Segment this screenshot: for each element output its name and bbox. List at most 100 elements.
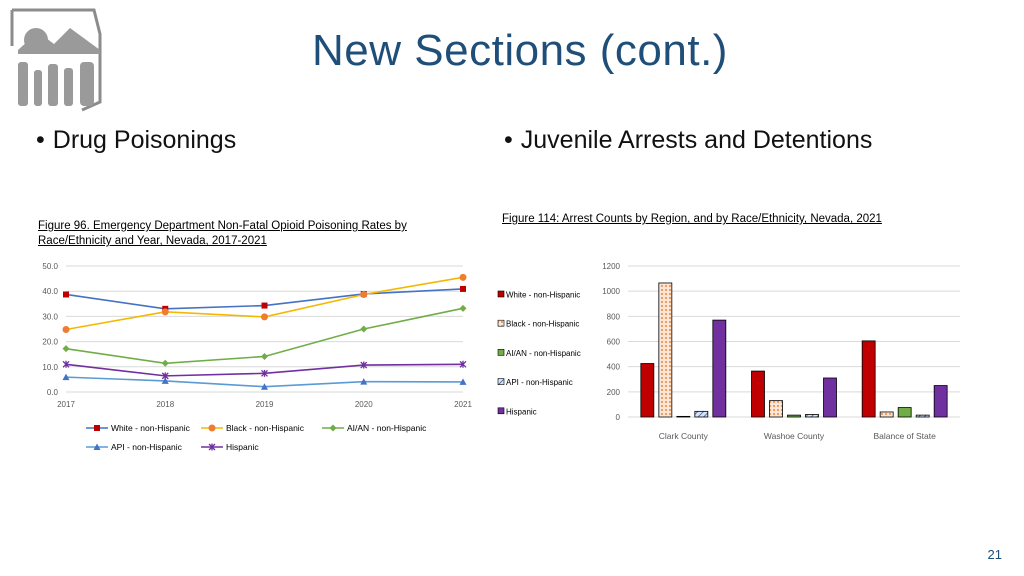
line-y-tick-label: 50.0 bbox=[42, 262, 58, 271]
bullet-drug-poisonings: • Drug Poisonings bbox=[36, 126, 236, 155]
line-point bbox=[360, 325, 368, 333]
line-x-tick-label: 2021 bbox=[454, 400, 472, 409]
bar bbox=[823, 377, 837, 418]
bar-legend-entry: White - non-Hispanic bbox=[497, 290, 580, 300]
bullet-label: Drug Poisonings bbox=[52, 126, 237, 154]
line-point bbox=[93, 443, 101, 450]
line-point bbox=[261, 369, 268, 377]
line-point bbox=[161, 372, 169, 380]
bar-y-tick-label: 0 bbox=[616, 413, 621, 422]
line-x-tick-label: 2018 bbox=[156, 400, 174, 409]
page-title: New Sections (cont.) bbox=[312, 26, 728, 75]
line-x-tick-label: 2019 bbox=[256, 400, 274, 409]
bar bbox=[897, 407, 912, 418]
bar bbox=[658, 282, 673, 418]
line-series-hispanic bbox=[62, 360, 467, 380]
line-point bbox=[62, 360, 70, 368]
legend-swatch bbox=[497, 349, 505, 356]
line-series-ai-an-non-hispanic bbox=[62, 304, 467, 367]
line-legend-entry: White - non-Hispanic bbox=[86, 423, 191, 433]
line-point bbox=[62, 373, 70, 381]
bullet-dot: • bbox=[504, 126, 513, 154]
line-point bbox=[161, 308, 169, 316]
line-point bbox=[261, 313, 268, 321]
line-point bbox=[94, 425, 100, 431]
bar bbox=[640, 363, 655, 418]
line-x-tick-label: 2017 bbox=[57, 400, 75, 409]
line-legend-label: API - non-Hispanic bbox=[111, 442, 183, 452]
bar bbox=[676, 415, 691, 418]
dhhs-logo bbox=[10, 8, 102, 112]
bar-y-tick-label: 1200 bbox=[602, 262, 620, 271]
line-y-tick-label: 10.0 bbox=[42, 363, 58, 372]
bar bbox=[805, 414, 819, 418]
bar-y-tick-label: 200 bbox=[607, 388, 621, 397]
bullet-juvenile-arrests: • Juvenile Arrests and Detentions bbox=[504, 126, 872, 155]
line-point bbox=[261, 383, 268, 390]
line-x-tick-label: 2020 bbox=[355, 400, 373, 409]
bar bbox=[861, 340, 876, 418]
line-point bbox=[360, 361, 368, 369]
bar bbox=[933, 385, 948, 418]
bar-legend-entry: Hispanic bbox=[497, 407, 537, 416]
line-legend-entry: Black - non-Hispanic bbox=[201, 423, 305, 433]
legend-swatch bbox=[497, 407, 505, 415]
line-legend-label: White - non-Hispanic bbox=[111, 423, 191, 433]
line-point bbox=[208, 424, 216, 432]
line-point bbox=[360, 290, 368, 298]
bar-y-tick-label: 600 bbox=[607, 338, 621, 347]
line-legend-entry: AI/AN - non-Hispanic bbox=[322, 423, 427, 433]
bar-legend-label: Hispanic bbox=[506, 407, 537, 416]
bar-legend-label: API - non-Hispanic bbox=[506, 378, 573, 387]
bar bbox=[787, 414, 801, 418]
line-y-tick-label: 20.0 bbox=[42, 338, 58, 347]
bar-legend-entry: Black - non-Hispanic bbox=[497, 320, 579, 329]
bullet-dot: • bbox=[36, 126, 45, 154]
line-point bbox=[62, 326, 70, 334]
line-y-tick-label: 40.0 bbox=[42, 287, 58, 296]
line-point bbox=[459, 360, 467, 368]
line-legend-entry: API - non-Hispanic bbox=[86, 442, 183, 452]
line-point bbox=[459, 273, 467, 281]
line-point bbox=[261, 302, 268, 309]
line-point bbox=[161, 359, 169, 367]
bar bbox=[769, 400, 783, 418]
line-point bbox=[329, 424, 337, 432]
line-point bbox=[459, 378, 467, 385]
line-point bbox=[460, 285, 466, 292]
line-point bbox=[161, 377, 169, 384]
bar bbox=[694, 410, 709, 418]
line-point bbox=[360, 378, 368, 385]
bar-legend-entry: AI/AN - non-Hispanic bbox=[497, 349, 581, 358]
line-legend-entry: Hispanic bbox=[201, 442, 259, 452]
bar-y-tick-label: 1000 bbox=[602, 287, 620, 296]
figure-96-title: Figure 96. Emergency Department Non-Fata… bbox=[38, 220, 407, 247]
bar-x-tick-label: Balance of State bbox=[873, 431, 936, 441]
line-point bbox=[261, 352, 268, 360]
line-point bbox=[208, 443, 216, 451]
bar-y-tick-label: 800 bbox=[607, 312, 621, 321]
bar-x-tick-label: Washoe County bbox=[764, 431, 825, 441]
bar bbox=[879, 411, 894, 418]
line-point bbox=[63, 291, 69, 298]
line-point bbox=[62, 345, 70, 353]
line-y-tick-label: 30.0 bbox=[42, 312, 58, 321]
bar bbox=[751, 370, 765, 418]
line-legend-label: Hispanic bbox=[226, 442, 259, 452]
line-y-tick-label: 0.0 bbox=[47, 388, 59, 397]
bar-legend-label: White - non-Hispanic bbox=[506, 291, 580, 300]
bar-legend-label: AI/AN - non-Hispanic bbox=[506, 349, 581, 358]
line-legend-label: Black - non-Hispanic bbox=[226, 423, 305, 433]
bullet-label: Juvenile Arrests and Detentions bbox=[520, 126, 873, 154]
page-number: 21 bbox=[987, 547, 1002, 562]
figure-114-title: Figure 114: Arrest Counts by Region, and… bbox=[502, 213, 882, 225]
bar bbox=[712, 319, 727, 418]
legend-swatch bbox=[497, 290, 505, 298]
bar-y-tick-label: 400 bbox=[607, 363, 621, 372]
line-series-api-non-hispanic bbox=[62, 373, 467, 390]
line-series-white-non-hispanic bbox=[63, 285, 466, 312]
line-series-black-non-hispanic bbox=[62, 273, 467, 334]
line-legend-label: AI/AN - non-Hispanic bbox=[347, 423, 427, 433]
bar bbox=[915, 414, 930, 418]
